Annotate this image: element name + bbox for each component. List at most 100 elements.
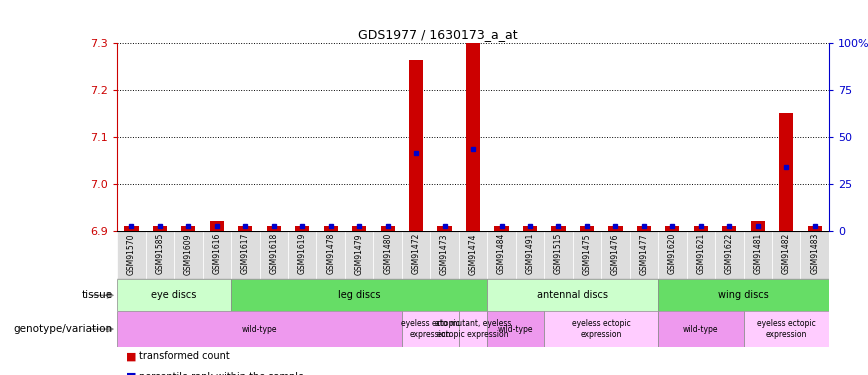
Bar xyxy=(260,231,288,279)
Text: GSM91621: GSM91621 xyxy=(696,233,706,274)
Text: GSM91478: GSM91478 xyxy=(326,233,335,274)
Bar xyxy=(602,231,629,279)
Bar xyxy=(580,226,594,231)
Text: eye discs: eye discs xyxy=(151,290,197,300)
Bar xyxy=(744,231,772,279)
Bar xyxy=(573,231,602,279)
Bar xyxy=(146,231,174,279)
Bar xyxy=(317,231,345,279)
Bar xyxy=(117,311,402,347)
Text: GSM91475: GSM91475 xyxy=(582,233,591,274)
Bar xyxy=(288,231,317,279)
Text: ■: ■ xyxy=(126,372,136,375)
Bar xyxy=(174,231,202,279)
Text: GSM91482: GSM91482 xyxy=(782,233,791,274)
Bar xyxy=(202,231,231,279)
Text: GSM91585: GSM91585 xyxy=(155,233,164,274)
Bar xyxy=(210,221,224,231)
Bar xyxy=(352,226,366,231)
Bar xyxy=(665,226,680,231)
Bar xyxy=(772,231,800,279)
Text: antennal discs: antennal discs xyxy=(537,290,608,300)
Bar xyxy=(231,231,260,279)
Bar xyxy=(544,311,658,347)
Text: ■: ■ xyxy=(126,351,136,361)
Bar xyxy=(324,226,338,231)
Text: eyeless ectopic
expression: eyeless ectopic expression xyxy=(572,320,630,339)
Text: GSM91618: GSM91618 xyxy=(269,233,279,274)
Text: GSM91570: GSM91570 xyxy=(127,233,136,274)
Text: leg discs: leg discs xyxy=(338,290,380,300)
Bar xyxy=(637,226,651,231)
Text: GSM91622: GSM91622 xyxy=(725,233,733,274)
Text: GSM91479: GSM91479 xyxy=(355,233,364,274)
Text: GSM91477: GSM91477 xyxy=(640,233,648,274)
Bar xyxy=(658,279,829,311)
Text: percentile rank within the sample: percentile rank within the sample xyxy=(139,372,304,375)
Bar xyxy=(658,311,744,347)
Bar xyxy=(495,226,509,231)
Text: GSM91609: GSM91609 xyxy=(184,233,193,274)
Bar xyxy=(487,311,544,347)
Bar xyxy=(523,226,537,231)
Text: transformed count: transformed count xyxy=(139,351,230,361)
Text: GSM91483: GSM91483 xyxy=(810,233,819,274)
Bar xyxy=(800,231,829,279)
Bar xyxy=(807,226,822,231)
Bar xyxy=(487,231,516,279)
Bar xyxy=(544,231,573,279)
Bar xyxy=(380,226,395,231)
Bar xyxy=(751,221,765,231)
Text: GSM91620: GSM91620 xyxy=(667,233,677,274)
Text: wild-type: wild-type xyxy=(683,325,719,334)
Title: GDS1977 / 1630173_a_at: GDS1977 / 1630173_a_at xyxy=(358,28,517,40)
Text: GSM91491: GSM91491 xyxy=(525,233,535,274)
Text: GSM91473: GSM91473 xyxy=(440,233,449,274)
Bar xyxy=(153,226,167,231)
Text: eyeless ectopic
expression: eyeless ectopic expression xyxy=(401,320,460,339)
Bar xyxy=(658,231,687,279)
Bar xyxy=(608,226,622,231)
Bar xyxy=(231,279,487,311)
Text: GSM91616: GSM91616 xyxy=(213,233,221,274)
Text: GSM91480: GSM91480 xyxy=(383,233,392,274)
Bar xyxy=(402,231,431,279)
Text: GSM91472: GSM91472 xyxy=(411,233,421,274)
Bar xyxy=(629,231,658,279)
Bar xyxy=(687,231,715,279)
Bar xyxy=(694,226,708,231)
Text: GSM91484: GSM91484 xyxy=(497,233,506,274)
Bar xyxy=(117,279,231,311)
Text: GSM91476: GSM91476 xyxy=(611,233,620,274)
Bar xyxy=(181,226,195,231)
Bar xyxy=(516,231,544,279)
Bar xyxy=(431,231,459,279)
Bar xyxy=(409,60,424,231)
Bar xyxy=(722,226,736,231)
Bar xyxy=(466,43,480,231)
Bar xyxy=(124,226,139,231)
Bar xyxy=(402,311,459,347)
Bar xyxy=(551,226,566,231)
Bar xyxy=(487,279,658,311)
Bar xyxy=(744,311,829,347)
Bar xyxy=(238,226,253,231)
Bar xyxy=(373,231,402,279)
Text: tissue: tissue xyxy=(82,290,113,300)
Text: ato mutant, eyeless
ectopic expression: ato mutant, eyeless ectopic expression xyxy=(435,320,511,339)
Bar xyxy=(715,231,744,279)
Text: wing discs: wing discs xyxy=(718,290,769,300)
Text: GSM91515: GSM91515 xyxy=(554,233,563,274)
Text: wild-type: wild-type xyxy=(242,325,277,334)
Text: GSM91481: GSM91481 xyxy=(753,233,762,274)
Bar xyxy=(295,226,309,231)
Text: GSM91617: GSM91617 xyxy=(240,233,250,274)
Bar xyxy=(266,226,281,231)
Bar xyxy=(437,226,451,231)
Bar xyxy=(345,231,373,279)
Text: wild-type: wild-type xyxy=(498,325,534,334)
Bar xyxy=(459,311,487,347)
Bar xyxy=(779,113,793,231)
Text: GSM91474: GSM91474 xyxy=(469,233,477,274)
Bar xyxy=(459,231,487,279)
